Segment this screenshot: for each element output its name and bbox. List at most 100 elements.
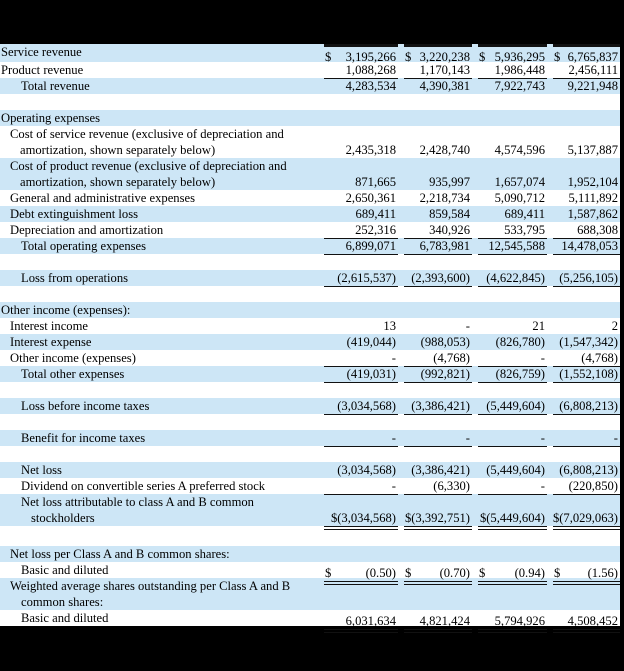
amount-value: - <box>540 479 545 493</box>
amount-value: 1,952,104 <box>567 175 618 189</box>
amount-cell: 4,574,596 <box>472 126 547 158</box>
amount-cell: 5,111,892 <box>547 190 620 206</box>
amount-value: (3,034,568) <box>337 463 396 477</box>
amount-cell: 4,390,381 <box>398 78 472 94</box>
row-label: Net loss per Class A and B common shares… <box>10 547 230 561</box>
amount-cell: (4,768) <box>547 350 620 367</box>
amount-cell: 4,283,534 <box>318 78 398 94</box>
amount-cell <box>398 578 472 610</box>
amount-cell: $5,936,295 <box>472 44 547 64</box>
row-label: Service revenue <box>1 45 82 59</box>
amount-value: 4,821,424 <box>419 614 470 628</box>
currency-symbol: $ <box>479 566 486 580</box>
amount-cell: $3,195,266 <box>318 44 398 64</box>
amount-value: 2,456,111 <box>568 63 618 77</box>
amount-value: 3,220,238 <box>419 50 470 64</box>
amount-cell: (6,330) <box>398 478 472 495</box>
amount-value: - <box>391 431 396 445</box>
amount-value: (3,034,568) <box>337 399 396 413</box>
amount-cell: 689,411 <box>472 206 547 222</box>
row-label: Total revenue <box>21 79 90 93</box>
amount-cell: (826,759) <box>472 366 547 383</box>
currency-symbol: $ <box>554 50 561 64</box>
amount-value: 5,090,712 <box>494 191 545 205</box>
amount-cell: (5,449,604) <box>472 398 547 415</box>
amount-cell: 4,821,424 <box>398 610 472 633</box>
amount-cell: (2,393,600) <box>398 270 472 287</box>
amount-value: (2,393,600) <box>411 271 470 285</box>
row-label: Total operating expenses <box>21 239 147 253</box>
amount-cell: $(3,034,568) <box>318 494 398 530</box>
amount-cell: 688,308 <box>547 222 620 239</box>
currency-symbol: $ <box>325 566 332 580</box>
amount-cell <box>318 302 398 318</box>
amount-cell: (419,044) <box>318 334 398 350</box>
row-operating-expenses-header: Operating expenses <box>0 110 620 126</box>
amount-cell: - <box>318 350 398 367</box>
amount-cell: 6,031,634 <box>318 610 398 633</box>
amount-cell <box>472 110 547 126</box>
amount-cell: $ (0.50) <box>318 562 398 585</box>
currency-symbol: $ <box>479 50 486 64</box>
amount-value: (0.70) <box>439 566 470 580</box>
amount-cell: $ (0.94) <box>472 562 547 585</box>
row-label: Loss from operations <box>21 271 129 285</box>
amount-value: 4,508,452 <box>567 614 618 628</box>
row-dividend-on-convertible-preferred-stock: Dividend on convertible series A preferr… <box>0 478 620 495</box>
amount-cell: 5,090,712 <box>472 190 547 206</box>
amount-cell: 14,478,053 <box>547 238 620 255</box>
row-label: Other income (expenses) <box>10 351 136 365</box>
row-net-loss: Net loss (3,034,568) (3,386,421) (5,449,604… <box>0 462 620 478</box>
amount-value: - <box>540 431 545 445</box>
amount-value: - <box>540 351 545 365</box>
amount-cell: 5,137,887 <box>547 126 620 158</box>
spacer-row <box>0 446 620 462</box>
amount-value: (1,547,342) <box>559 335 618 349</box>
amount-cell <box>472 578 547 610</box>
amount-value: 935,997 <box>429 175 470 189</box>
amount-value: $(3,034,568) <box>330 511 396 525</box>
amount-value: (5,449,604) <box>486 463 545 477</box>
amount-cell: 2,650,361 <box>318 190 398 206</box>
amount-cell: 7,922,743 <box>472 78 547 94</box>
amount-value: 2 <box>611 319 618 333</box>
amount-cell <box>547 302 620 318</box>
amount-value: (5,449,604) <box>486 399 545 413</box>
amount-value: (6,330) <box>433 479 470 493</box>
amount-value: 252,316 <box>355 223 396 237</box>
amount-value: 5,936,295 <box>494 50 545 64</box>
amount-cell: - <box>318 478 398 495</box>
amount-cell <box>398 546 472 562</box>
amount-cell: (1,547,342) <box>547 334 620 350</box>
row-label: Net loss attributable to class A and B c… <box>21 495 254 525</box>
amount-cell: (4,768) <box>398 350 472 367</box>
amount-cell: - <box>398 430 472 447</box>
currency-symbol: $ <box>554 566 561 580</box>
row-label: Loss before income taxes <box>21 399 150 413</box>
amount-cell: 935,997 <box>398 158 472 190</box>
amount-cell: - <box>547 430 620 447</box>
row-cost-of-service-revenue: Cost of service revenue (exclusive of de… <box>0 126 620 158</box>
amount-cell: (419,031) <box>318 366 398 383</box>
amount-cell: (220,850) <box>547 478 620 495</box>
amount-cell: $(3,392,751) <box>398 494 472 530</box>
amount-value: (0.50) <box>365 566 396 580</box>
amount-cell: 2,456,111 <box>547 62 620 79</box>
row-label: General and administrative expenses <box>10 191 195 205</box>
row-label: Operating expenses <box>1 111 100 125</box>
amount-cell: (4,622,845) <box>472 270 547 287</box>
amount-cell: (992,821) <box>398 366 472 383</box>
amount-value: 689,411 <box>355 207 396 221</box>
amount-value: - <box>613 431 618 445</box>
amount-cell: 1,952,104 <box>547 158 620 190</box>
amount-cell: $3,220,238 <box>398 44 472 64</box>
amount-cell: 2,428,740 <box>398 126 472 158</box>
amount-cell <box>472 546 547 562</box>
amount-value: 7,922,743 <box>494 79 545 93</box>
spacer-row <box>0 254 620 270</box>
amount-value: 871,665 <box>355 175 396 189</box>
spacer-row <box>0 286 620 302</box>
amount-cell: - <box>398 318 472 334</box>
amount-cell: (3,034,568) <box>318 462 398 478</box>
amount-cell: 2,435,318 <box>318 126 398 158</box>
